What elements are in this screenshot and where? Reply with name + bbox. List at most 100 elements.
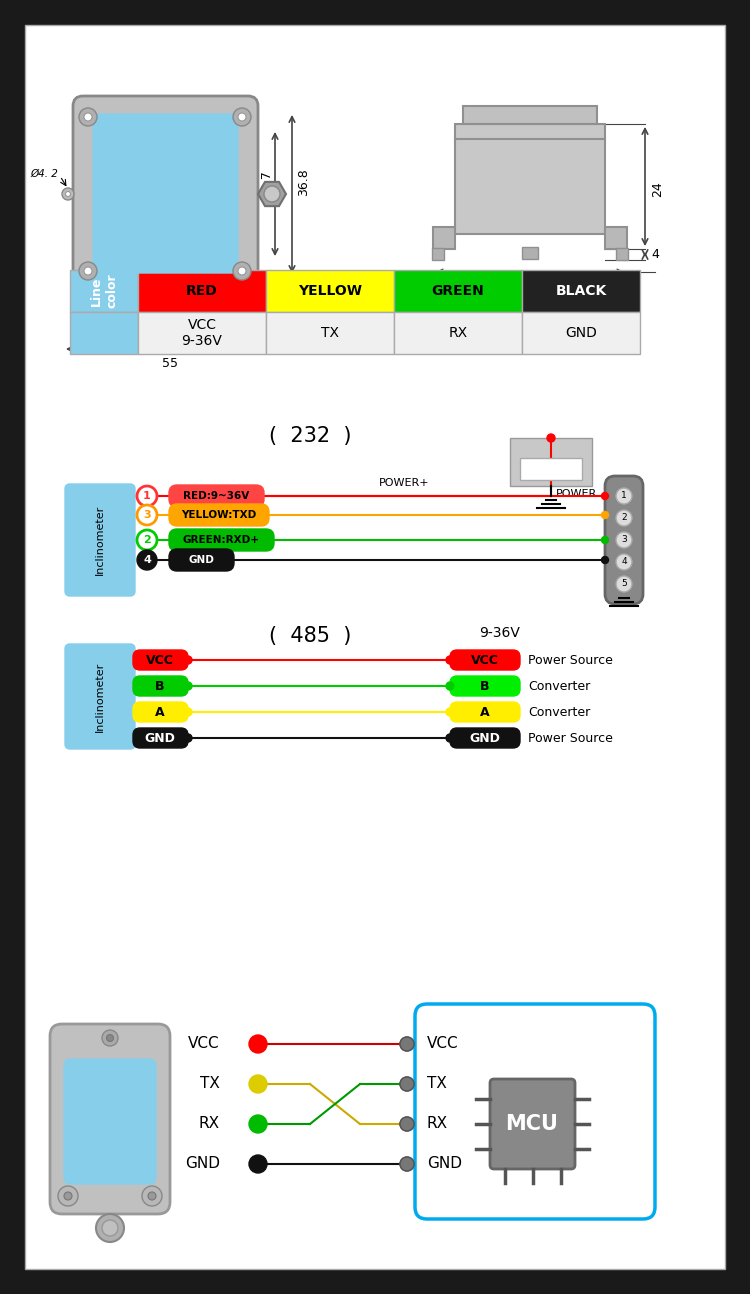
FancyBboxPatch shape	[415, 1004, 655, 1219]
Circle shape	[616, 554, 632, 569]
Circle shape	[400, 1077, 414, 1091]
Text: 55: 55	[162, 357, 178, 370]
Text: RX: RX	[427, 1117, 448, 1131]
Circle shape	[249, 1075, 267, 1093]
FancyBboxPatch shape	[169, 503, 269, 525]
FancyBboxPatch shape	[605, 476, 643, 604]
Circle shape	[400, 1036, 414, 1051]
Text: VCC: VCC	[146, 653, 174, 666]
Circle shape	[84, 113, 92, 122]
Bar	[522, 247, 538, 259]
Circle shape	[400, 1157, 414, 1171]
Text: (  232  ): ( 232 )	[268, 426, 351, 446]
Bar	[266, 312, 394, 355]
Text: 36.8: 36.8	[297, 168, 310, 195]
Bar	[522, 270, 640, 312]
FancyBboxPatch shape	[64, 1058, 156, 1184]
Text: RED: RED	[186, 283, 218, 298]
Circle shape	[249, 1156, 267, 1172]
Circle shape	[616, 576, 632, 591]
Circle shape	[264, 186, 280, 202]
Text: 4: 4	[651, 247, 658, 260]
Circle shape	[602, 556, 608, 563]
FancyBboxPatch shape	[65, 484, 135, 597]
Circle shape	[79, 261, 97, 280]
Text: B: B	[480, 679, 490, 692]
Text: 2: 2	[143, 534, 151, 545]
Text: 1: 1	[621, 492, 627, 501]
Text: 9-36V: 9-36V	[479, 626, 520, 641]
Circle shape	[446, 656, 454, 664]
Circle shape	[142, 1187, 162, 1206]
Circle shape	[616, 532, 632, 547]
Text: GND: GND	[188, 555, 214, 565]
Text: TX: TX	[200, 1077, 220, 1092]
Text: GND: GND	[427, 1157, 462, 1171]
Circle shape	[602, 537, 608, 543]
Bar	[433, 226, 455, 248]
Text: VCC: VCC	[188, 1036, 220, 1052]
Bar	[394, 312, 522, 355]
FancyBboxPatch shape	[490, 1079, 575, 1168]
Circle shape	[249, 1115, 267, 1134]
Text: 24: 24	[651, 181, 664, 197]
Text: Inclinometer: Inclinometer	[95, 661, 105, 732]
Text: TX: TX	[321, 326, 339, 340]
FancyBboxPatch shape	[169, 549, 234, 571]
Text: B: B	[155, 679, 165, 692]
Text: BLACK: BLACK	[555, 283, 607, 298]
FancyBboxPatch shape	[133, 650, 188, 670]
Circle shape	[547, 433, 555, 443]
Text: Converter: Converter	[528, 679, 590, 692]
Circle shape	[446, 734, 454, 741]
Text: GND: GND	[565, 326, 597, 340]
Text: Inclinometer: Inclinometer	[95, 505, 105, 575]
Circle shape	[137, 531, 157, 550]
Text: GND: GND	[470, 731, 500, 744]
Text: RX: RX	[199, 1117, 220, 1131]
Circle shape	[184, 656, 192, 664]
Text: GND: GND	[185, 1157, 220, 1171]
Circle shape	[102, 1220, 118, 1236]
Circle shape	[137, 505, 157, 525]
Circle shape	[400, 1036, 414, 1051]
Circle shape	[184, 734, 192, 741]
Text: RED:9~36V: RED:9~36V	[183, 490, 249, 501]
Circle shape	[184, 682, 192, 690]
Bar	[394, 270, 522, 312]
Text: 3: 3	[621, 536, 627, 545]
Circle shape	[96, 1214, 124, 1242]
Bar	[70, 270, 138, 312]
Text: 5: 5	[621, 580, 627, 589]
Text: TX: TX	[427, 1077, 447, 1092]
Circle shape	[400, 1077, 414, 1091]
FancyBboxPatch shape	[169, 485, 264, 507]
Circle shape	[79, 107, 97, 126]
Circle shape	[233, 261, 251, 280]
Circle shape	[102, 1030, 118, 1046]
Circle shape	[446, 708, 454, 716]
Circle shape	[238, 113, 246, 122]
Circle shape	[446, 682, 454, 690]
FancyBboxPatch shape	[450, 650, 520, 670]
Bar	[432, 248, 444, 260]
Text: POWER: POWER	[556, 489, 597, 499]
Text: 4: 4	[621, 558, 627, 567]
Bar	[510, 437, 592, 487]
FancyBboxPatch shape	[450, 675, 520, 696]
Bar	[266, 270, 394, 312]
Circle shape	[400, 1157, 414, 1171]
Text: MCU: MCU	[506, 1114, 559, 1134]
FancyBboxPatch shape	[133, 675, 188, 696]
Text: 1: 1	[143, 490, 151, 501]
Text: 28.7: 28.7	[260, 170, 273, 198]
Circle shape	[58, 1187, 78, 1206]
Text: Power Source: Power Source	[528, 731, 613, 744]
Circle shape	[400, 1117, 414, 1131]
Circle shape	[106, 1034, 113, 1042]
Circle shape	[249, 1035, 267, 1053]
FancyBboxPatch shape	[93, 114, 238, 273]
Circle shape	[84, 267, 92, 276]
Text: GREEN:RXD+: GREEN:RXD+	[182, 534, 260, 545]
Circle shape	[137, 550, 157, 569]
